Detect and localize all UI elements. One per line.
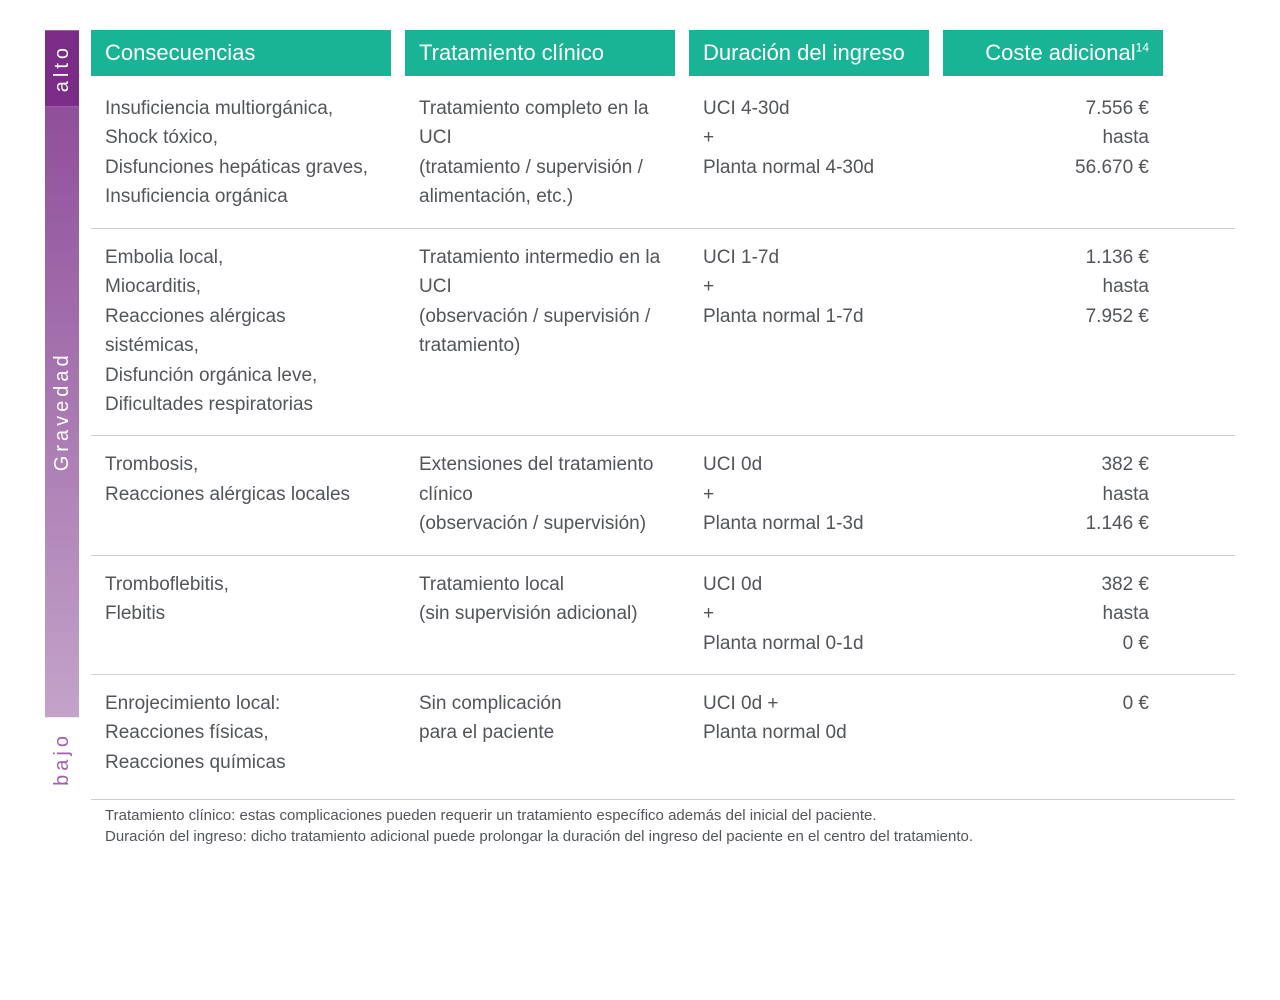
table-row: Tromboflebitis,FlebitisTratamiento local… [91,556,1235,675]
cell-cost: 382 €hasta1.146 € [943,450,1163,538]
cell-duration: UCI 0d +Planta normal 0d [689,689,929,777]
table-rows: Insuficiencia multiorgánica,Shock tóxico… [91,80,1235,799]
cell-duration: UCI 0d+Planta normal 0-1d [689,570,929,658]
cell-duration: UCI 4-30d+Planta normal 4-30d [689,94,929,212]
footnote-2: Duración del ingreso: dicho tratamiento … [105,827,1221,847]
header-duration: Duración del ingreso [689,30,929,76]
cell-treatment: Extensiones del tratamiento clínico(obse… [405,450,675,538]
cell-consequences: Insuficiencia multiorgánica,Shock tóxico… [91,94,391,212]
header-cost-text: Coste adicional [985,40,1135,65]
header-cost: Coste adicional14 [943,30,1163,76]
cell-treatment: Sin complicaciónpara el paciente [405,689,675,777]
footnote-1: Tratamiento clínico: estas complicacione… [105,806,1221,826]
table-row: Trombosis,Reacciones alérgicas localesEx… [91,436,1235,555]
table-headers: Consecuencias Tratamiento clínico Duraci… [91,30,1235,76]
table-row: Enrojecimiento local:Reacciones físicas,… [91,675,1235,793]
severity-bar: alto Gravedad bajo [45,30,79,799]
table-row: Embolia local,Miocarditis,Reacciones alé… [91,229,1235,437]
cell-cost: 382 €hasta0 € [943,570,1163,658]
table-row: Insuficiencia multiorgánica,Shock tóxico… [91,80,1235,229]
cell-treatment: Tratamiento completo en la UCI(tratamien… [405,94,675,212]
severity-axis-label: Gravedad [45,106,79,717]
table-wrap: alto Gravedad bajo Consecuencias Tratami… [45,30,1235,799]
severity-high-label: alto [45,30,79,106]
cell-consequences: Trombosis,Reacciones alérgicas locales [91,450,391,538]
table-area: Consecuencias Tratamiento clínico Duraci… [91,30,1235,799]
header-cost-ref: 14 [1136,41,1149,55]
cell-cost: 7.556 €hasta56.670 € [943,94,1163,212]
cell-duration: UCI 1-7d+Planta normal 1-7d [689,243,929,420]
cell-treatment: Tratamiento intermedio en la UCI(observa… [405,243,675,420]
header-consequences: Consecuencias [91,30,391,76]
cell-cost: 0 € [943,689,1163,777]
footnotes: Tratamiento clínico: estas complicacione… [91,799,1235,847]
cell-duration: UCI 0d+Planta normal 1-3d [689,450,929,538]
cell-cost: 1.136 €hasta7.952 € [943,243,1163,420]
cell-treatment: Tratamiento local(sin supervisión adicio… [405,570,675,658]
header-treatment: Tratamiento clínico [405,30,675,76]
severity-low-label: bajo [45,718,79,800]
cell-consequences: Embolia local,Miocarditis,Reacciones alé… [91,243,391,420]
cell-consequences: Enrojecimiento local:Reacciones físicas,… [91,689,391,777]
cell-consequences: Tromboflebitis,Flebitis [91,570,391,658]
